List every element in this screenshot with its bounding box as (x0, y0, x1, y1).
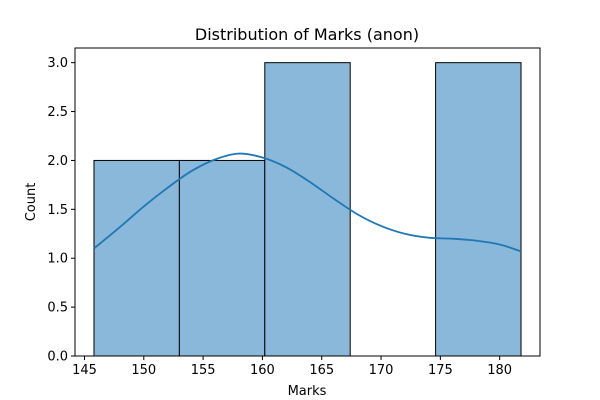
x-tick-label-2: 155 (191, 363, 216, 378)
histogram-bars (93, 62, 522, 357)
x-tick-label-3: 160 (250, 363, 275, 378)
chart-title: Distribution of Marks (anon) (195, 25, 419, 44)
y-tick-label-4: 2.0 (47, 154, 68, 169)
y-axis-ticks: 0.0 0.5 1.0 1.5 2.0 2.5 3.0 (47, 56, 75, 365)
y-tick-label-3: 1.5 (47, 203, 68, 218)
kde-line (93, 152, 522, 253)
x-tick-label-7: 180 (487, 363, 512, 378)
histogram-bar-4 (435, 62, 522, 357)
x-axis-ticks: 145 150 155 160 165 170 175 180 (72, 356, 512, 378)
x-tick-label-0: 145 (72, 363, 97, 378)
y-tick-label-5: 2.5 (47, 105, 68, 120)
y-tick-label-1: 0.5 (47, 301, 68, 316)
y-tick-label-2: 1.0 (47, 252, 68, 267)
y-axis-label: Count (24, 183, 39, 222)
x-tick-label-6: 175 (428, 363, 453, 378)
x-tick-label-5: 170 (369, 363, 394, 378)
histogram-bar-2 (264, 62, 351, 357)
x-axis-label: Marks (288, 384, 327, 399)
histogram-bar-0 (93, 159, 180, 357)
plot-frame (74, 47, 541, 357)
y-tick-label-6: 3.0 (47, 56, 68, 71)
y-tick-label-0: 0.0 (47, 350, 68, 365)
histogram-bar-1 (178, 159, 266, 357)
x-tick-label-1: 150 (131, 363, 156, 378)
kde-curve-group (93, 152, 522, 253)
x-tick-label-4: 165 (309, 363, 334, 378)
